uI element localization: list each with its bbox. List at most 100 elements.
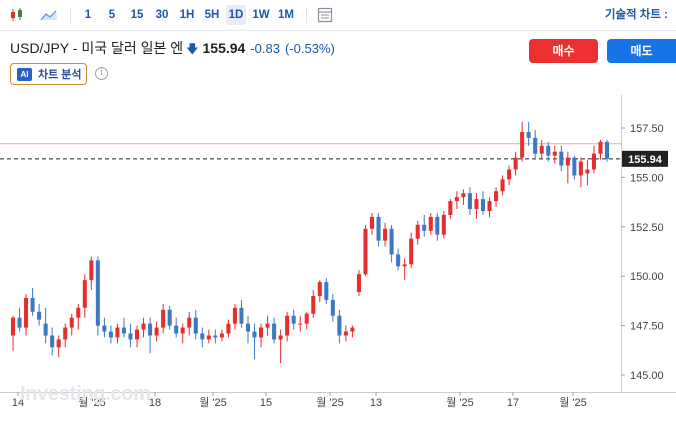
candle-body: [76, 307, 81, 318]
candle-body: [167, 309, 172, 326]
candle-body: [565, 157, 570, 166]
interval-1w[interactable]: 1W: [252, 9, 270, 21]
interval-1h[interactable]: 1H: [179, 9, 195, 21]
candle-body: [10, 317, 16, 336]
candle-body: [311, 295, 316, 314]
info-icon[interactable]: i: [95, 67, 108, 80]
current-price-label: 155.94: [628, 154, 663, 166]
candle-body: [480, 199, 486, 211]
candle-body: [141, 323, 146, 330]
candle-body: [239, 307, 244, 324]
candle-body: [546, 145, 551, 156]
chart-toolbar: 1 5 15 30 1H 5H 1D 1W 1M 기술적 차트 :: [0, 0, 676, 31]
candle-body: [598, 141, 603, 154]
sell-button[interactable]: 매도: [607, 39, 676, 63]
x-tick-label: 월 '25: [316, 396, 344, 409]
candle-body: [350, 327, 355, 332]
candle-body: [317, 282, 322, 296]
candle-body: [298, 323, 303, 325]
candlestick-chart[interactable]: 157.50 155.00 152.50 150.00 147.50 145.00 14 월 …: [0, 95, 676, 419]
candle-body: [95, 260, 100, 326]
candle-body: [383, 228, 388, 241]
price-change-pct: (-0.53%): [284, 41, 335, 56]
candle-body: [82, 280, 87, 308]
candle-body: [69, 317, 74, 328]
candle-body: [415, 224, 420, 239]
instrument-header: USD/JPY - 미국 달러 일본 엔 🡇 155.94 -0.83 (-0.53%): [10, 38, 335, 58]
candle-body: [304, 313, 309, 324]
candle-body: [285, 315, 290, 336]
x-tick-label: 18: [149, 397, 161, 409]
candle-body: [428, 216, 433, 231]
x-tick-label: 월 '25: [199, 396, 227, 409]
candle-body: [259, 327, 264, 338]
interval-1m[interactable]: 1: [84, 9, 92, 21]
candle-body: [272, 323, 277, 340]
ai-analysis-label: 차트 분석: [38, 69, 82, 81]
x-tick-label: 월 '25: [78, 396, 106, 409]
interval-5m[interactable]: 5: [108, 9, 116, 21]
candle-body: [337, 315, 342, 336]
candle-body: [572, 157, 577, 176]
candle-body: [200, 333, 205, 340]
candle-body: [206, 335, 211, 340]
candle-body: [389, 228, 394, 255]
candle-body: [500, 179, 505, 192]
interval-15m[interactable]: 15: [130, 9, 144, 21]
mountain-chart-icon[interactable]: [38, 5, 60, 25]
interval-30m[interactable]: 30: [155, 9, 169, 21]
candle-body: [291, 315, 296, 324]
candle-body: [180, 327, 185, 334]
candle-body: [376, 216, 381, 241]
candle-body: [232, 307, 237, 324]
price-chart[interactable]: Investing.com 157.50 155.00 152.50 150.00 14…: [0, 95, 676, 419]
buy-button[interactable]: 매수: [529, 39, 598, 63]
candle-body: [161, 309, 166, 328]
down-arrow-icon: 🡇: [186, 42, 199, 56]
x-tick-label: 14: [12, 397, 24, 409]
candle-body: [533, 137, 538, 154]
data-table-icon[interactable]: [314, 5, 336, 25]
candle-body: [174, 325, 179, 334]
candle-body: [121, 327, 126, 334]
candlestick-chart-icon[interactable]: [6, 5, 28, 25]
candle-body: [50, 335, 55, 348]
candle-body: [526, 131, 531, 138]
candle-body: [422, 224, 427, 231]
y-tick-label: 150.00: [630, 271, 664, 283]
technical-chart-link[interactable]: 기술적 차트 :: [604, 9, 668, 21]
interval-1d[interactable]: 1D: [226, 5, 246, 25]
candle-body: [226, 323, 231, 334]
x-tick-label: 월 '25: [446, 396, 474, 409]
candle-body: [467, 193, 472, 210]
candle-body: [30, 297, 35, 312]
interval-1mo[interactable]: 1M: [278, 9, 294, 21]
candle-body: [591, 153, 596, 170]
candle-body: [604, 141, 610, 159]
ai-chart-analysis-button[interactable]: AI 차트 분석: [10, 63, 87, 85]
x-tick-label: 17: [507, 397, 519, 409]
interval-5h[interactable]: 5H: [204, 9, 220, 21]
candle-body: [89, 260, 94, 281]
candle-body: [487, 201, 492, 211]
candle-body: [102, 325, 107, 332]
candle-body: [115, 327, 120, 338]
candle-body: [324, 282, 329, 300]
candle-body: [43, 323, 48, 336]
candle-body: [154, 327, 159, 336]
current-price-box: [622, 150, 668, 167]
candle-body: [134, 329, 140, 340]
y-tick-label: 157.50: [630, 123, 664, 135]
candle-body: [108, 331, 113, 338]
candle-body: [494, 191, 499, 202]
candle-body: [402, 264, 407, 267]
candle-body: [369, 216, 375, 229]
toolbar-divider: [70, 7, 71, 23]
candle-body: [552, 151, 557, 156]
candle-body: [539, 145, 544, 154]
candle-body: [278, 335, 283, 340]
y-tick-label: 145.00: [630, 370, 664, 382]
x-tick-label: 13: [370, 397, 382, 409]
candle-body: [559, 151, 564, 166]
candle-body: [63, 327, 68, 340]
